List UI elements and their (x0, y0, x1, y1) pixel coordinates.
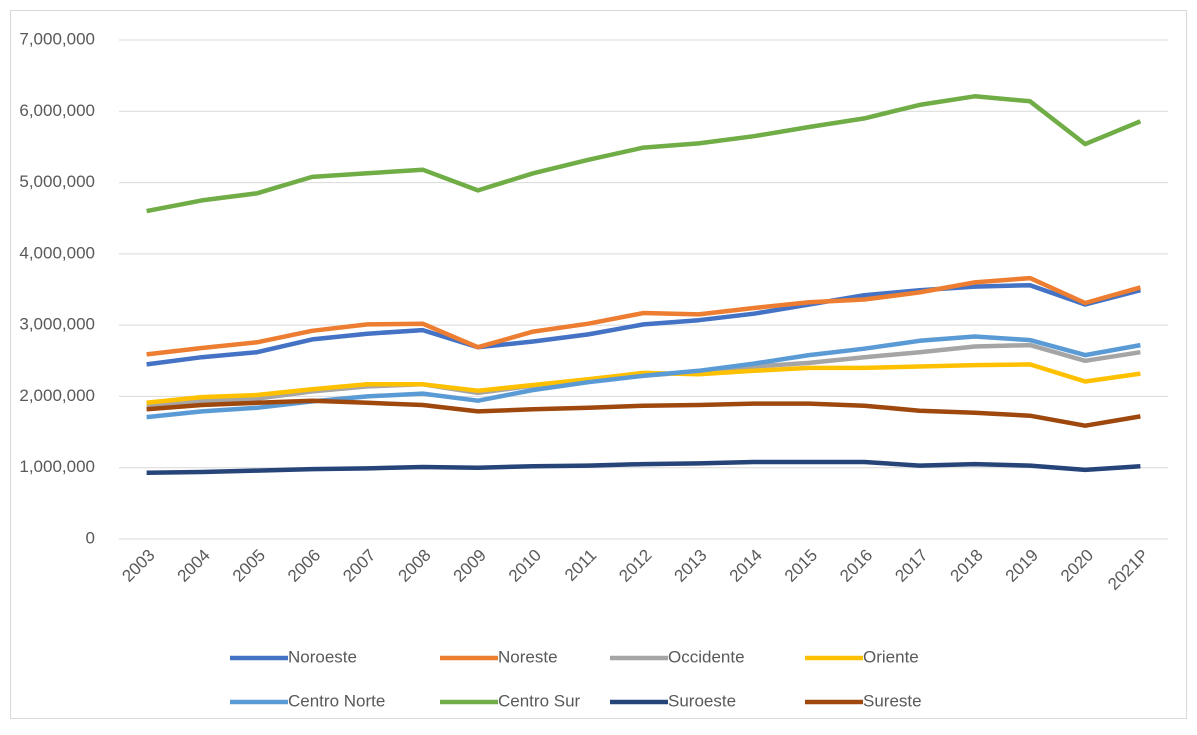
series-line (146, 275, 1142, 357)
y-tick-label: 4,000,000 (19, 243, 95, 262)
legend-label: Noreste (498, 647, 558, 666)
y-tick-label: 1,000,000 (19, 457, 95, 476)
y-tick-label: 0 (86, 528, 95, 547)
legend-label: Centro Norte (288, 691, 385, 710)
y-tick-label: 7,000,000 (19, 29, 95, 48)
legend-label: Occidente (668, 647, 745, 666)
series-line (146, 282, 1141, 367)
legend-label: Suroeste (668, 691, 736, 710)
legend-label: Sureste (863, 691, 922, 710)
legend-label: Noroeste (288, 647, 357, 666)
series-line (146, 398, 1141, 428)
legend-label: Oriente (863, 647, 919, 666)
series-line (146, 94, 1142, 214)
legend-label: Centro Sur (498, 691, 581, 710)
series-line (146, 459, 1141, 475)
y-tick-label: 6,000,000 (19, 101, 95, 120)
y-tick-label: 2,000,000 (19, 386, 95, 405)
series-line (146, 362, 1141, 406)
y-tick-label: 3,000,000 (19, 315, 95, 334)
y-tick-label: 5,000,000 (19, 172, 95, 191)
